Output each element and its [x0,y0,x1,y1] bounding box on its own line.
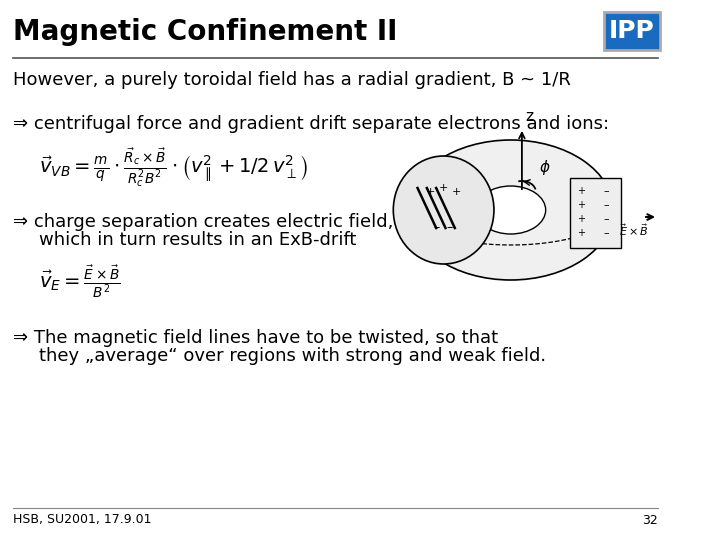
Ellipse shape [408,140,613,280]
Text: +: + [452,187,462,197]
Text: HSB, SU2001, 17.9.01: HSB, SU2001, 17.9.01 [13,514,151,526]
Text: Magnetic Confinement II: Magnetic Confinement II [13,18,397,46]
Text: which in turn results in an ExB-drift: which in turn results in an ExB-drift [39,231,356,249]
Text: –: – [604,214,610,224]
Text: –: – [446,221,452,234]
FancyBboxPatch shape [604,12,660,50]
Text: –: – [433,221,439,234]
Text: +: + [426,187,436,197]
Text: +: + [577,228,585,238]
Text: z: z [526,109,534,124]
Text: –: – [604,200,610,210]
Text: $\vec{v}_{VB} = \frac{m}{q} \cdot \frac{\vec{R}_c \times \vec{B}}{R_c^2 B^2} \cd: $\vec{v}_{VB} = \frac{m}{q} \cdot \frac{… [39,146,308,190]
Text: +: + [577,214,585,224]
Text: 32: 32 [642,514,658,526]
Text: +: + [577,186,585,196]
Text: +: + [577,200,585,210]
Text: ⇒ charge separation creates electric field,: ⇒ charge separation creates electric fie… [13,213,393,231]
Text: $\vec{E}\times\vec{B}$: $\vec{E}\times\vec{B}$ [619,222,649,238]
Text: –: – [604,186,610,196]
Text: ⇒ The magnetic field lines have to be twisted, so that: ⇒ The magnetic field lines have to be tw… [13,329,498,347]
Text: ⇒ centrifugal force and gradient drift separate electrons and ions:: ⇒ centrifugal force and gradient drift s… [13,115,609,133]
Text: $\vec{v}_E = \frac{\vec{E} \times \vec{B}}{B^2}$: $\vec{v}_E = \frac{\vec{E} \times \vec{B… [39,264,121,300]
Text: they „average“ over regions with strong and weak field.: they „average“ over regions with strong … [39,347,546,365]
Text: However, a purely toroidal field has a radial gradient, B ~ 1/R: However, a purely toroidal field has a r… [13,71,571,89]
Circle shape [393,156,494,264]
Text: +: + [439,183,449,193]
Text: IPP: IPP [609,19,654,43]
Text: –: – [604,228,610,238]
Text: $\phi$: $\phi$ [539,158,550,177]
Ellipse shape [476,186,546,234]
FancyBboxPatch shape [570,178,621,248]
